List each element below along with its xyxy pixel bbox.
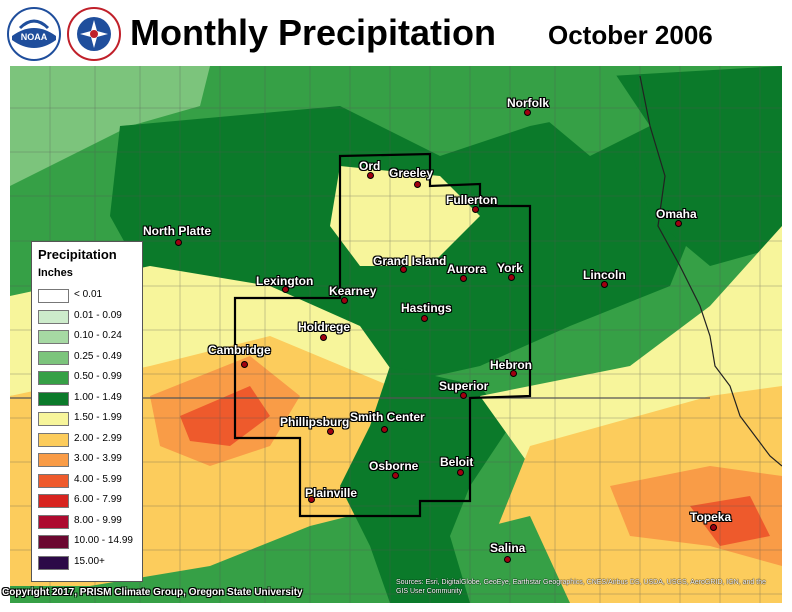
city-label-superior: Superior: [439, 379, 489, 393]
legend-label: 0.50 - 0.99: [74, 371, 122, 382]
city-label-holdrege: Holdrege: [298, 320, 351, 334]
city-label-fullerton: Fullerton: [446, 193, 498, 207]
city-label-lexington: Lexington: [256, 274, 314, 288]
precip-zone-hotspot: [180, 386, 270, 446]
city-label-ord: Ord: [359, 159, 381, 173]
legend-label: 3.00 - 3.99: [74, 453, 122, 464]
legend-swatch: [38, 289, 69, 303]
precip-zone-green-south: [340, 366, 510, 603]
map-canvas: [10, 66, 782, 603]
legend-swatch: [38, 473, 69, 488]
legend-swatch: [38, 412, 69, 426]
city-marker: [675, 220, 682, 227]
city-marker: [308, 496, 315, 503]
header: NOAA Monthly Precipitation October 2006: [0, 0, 792, 66]
legend-label: < 0.01: [74, 289, 103, 300]
legend-swatch: [38, 432, 69, 447]
precip-zone-moderate-northeast: [530, 66, 650, 156]
city-marker: [508, 274, 515, 281]
city-marker: [710, 524, 717, 531]
city-marker: [524, 109, 531, 116]
city-marker: [282, 286, 289, 293]
city-marker: [457, 469, 464, 476]
svg-text:NOAA: NOAA: [21, 32, 48, 42]
legend-label: 15.00+: [74, 555, 105, 567]
legend-swatch: [38, 555, 69, 570]
missouri-river: [639, 75, 782, 467]
city-marker: [421, 315, 428, 322]
city-marker: [327, 428, 334, 435]
city-marker: [414, 181, 421, 188]
city-marker: [367, 172, 374, 179]
legend-label: 8.00 - 9.99: [74, 514, 122, 526]
legend-label: 10.00 - 14.99: [74, 535, 133, 546]
city-marker: [320, 334, 327, 341]
city-marker: [510, 370, 517, 377]
legend-label: 4.00 - 5.99: [74, 473, 122, 485]
city-marker: [175, 239, 182, 246]
city-label-york: York: [497, 261, 523, 275]
city-marker: [241, 361, 248, 368]
legend-swatch: [38, 330, 69, 344]
city-label-beloit: Beloit: [440, 455, 474, 469]
city-label-grand-island: Grand Island: [373, 254, 447, 268]
legend-units: Inches: [38, 267, 73, 279]
city-marker: [400, 266, 407, 273]
legend-swatch: [38, 514, 69, 529]
legend: Precipitation Inches < 0.01 0.01 - 0.09 0.…: [31, 241, 143, 582]
precip-zone-heavy-east: [610, 66, 782, 266]
basemap-credits: Sources: Esri, DigitalGlobe, GeoEye, Ear…: [396, 579, 766, 595]
legend-title: Precipitation: [38, 247, 117, 262]
legend-label: 6.00 - 7.99: [74, 494, 122, 505]
legend-swatch: [38, 371, 69, 385]
map-title: Monthly Precipitation: [130, 12, 497, 53]
city-marker: [392, 472, 399, 479]
precip-zone-hotspot-east: [690, 496, 770, 546]
city-marker: [381, 426, 388, 433]
copyright: Copyright 2017, PRISM Climate Group, Ore…: [2, 587, 303, 598]
map-period: October 2006: [548, 20, 713, 50]
legend-swatch: [38, 309, 69, 324]
legend-label: 0.01 - 0.09: [74, 309, 122, 321]
city-label-cambridge: Cambridge: [208, 343, 271, 357]
legend-label: 0.25 - 0.49: [74, 350, 122, 362]
city-label-osborne: Osborne: [369, 459, 419, 473]
legend-swatch: [38, 453, 69, 467]
city-label-kearney: Kearney: [329, 284, 377, 298]
legend-label: 1.00 - 1.49: [74, 391, 122, 403]
noaa-logo: NOAA: [7, 7, 61, 61]
precip-zone-light-north: [10, 66, 210, 186]
legend-swatch: [38, 391, 69, 406]
city-label-greeley: Greeley: [389, 166, 434, 180]
city-marker: [504, 556, 511, 563]
nws-logo: [67, 7, 121, 61]
city-marker: [460, 275, 467, 282]
city-label-hebron: Hebron: [490, 358, 532, 372]
legend-label: 0.10 - 0.24: [74, 330, 122, 341]
city-label-plainville: Plainville: [305, 486, 358, 500]
city-label-omaha: Omaha: [656, 207, 697, 221]
city-marker: [472, 206, 479, 213]
city-label-lincoln: Lincoln: [583, 268, 626, 282]
city-marker: [341, 297, 348, 304]
region-outline: [233, 152, 532, 518]
city-marker: [601, 281, 608, 288]
legend-swatch: [38, 535, 69, 549]
city-marker: [460, 392, 467, 399]
city-label-phillipsburg: Phillipsburg: [280, 415, 350, 429]
legend-label: 2.00 - 2.99: [74, 432, 122, 444]
city-label-norfolk: Norfolk: [507, 96, 549, 110]
legend-swatch: [38, 494, 69, 508]
city-label-salina: Salina: [490, 541, 526, 555]
precipitation-map: [10, 66, 782, 603]
city-label-smith-center: Smith Center: [350, 410, 425, 424]
city-label-hastings: Hastings: [401, 301, 452, 315]
city-label-north-platte: North Platte: [143, 224, 212, 238]
legend-label: 1.50 - 1.99: [74, 412, 122, 423]
city-label-aurora: Aurora: [447, 262, 487, 276]
city-label-topeka: Topeka: [690, 510, 732, 524]
legend-swatch: [38, 350, 69, 365]
